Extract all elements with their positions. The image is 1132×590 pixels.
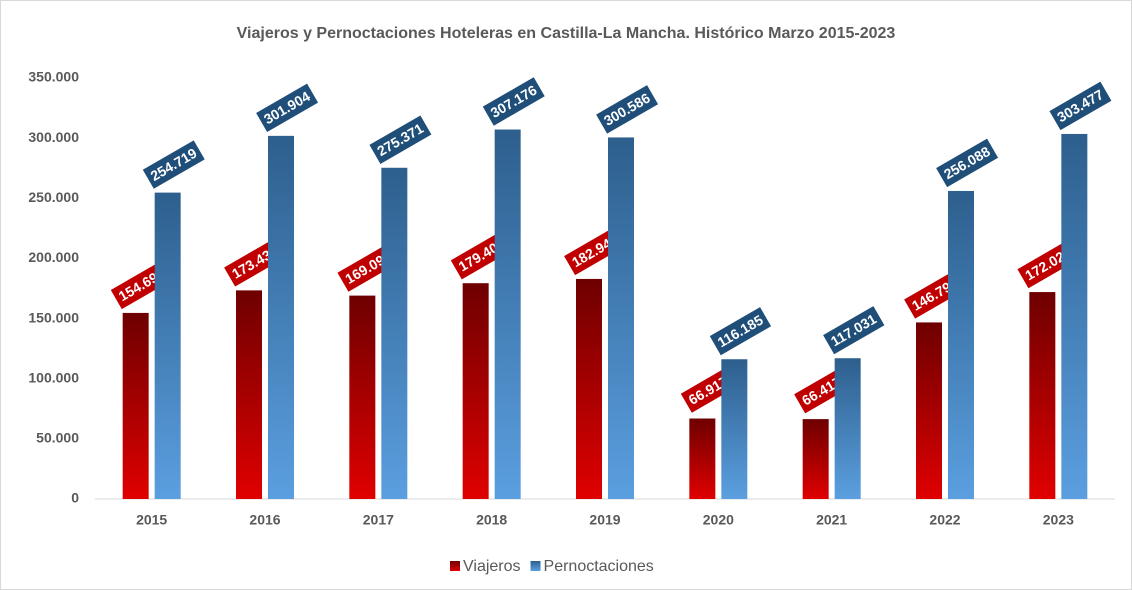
data-label-box: [936, 138, 999, 188]
data-label-box: [596, 85, 659, 134]
y-tick-label: 250.000: [28, 189, 79, 205]
legend-label: Pernoctaciones: [544, 558, 654, 575]
bar: [349, 295, 376, 499]
bar: [802, 419, 829, 499]
x-tick-label: 2022: [929, 512, 960, 528]
data-label-box: [1049, 81, 1112, 131]
bar: [916, 322, 942, 499]
data-label-box: [256, 83, 319, 133]
x-tick-label: 2017: [363, 512, 394, 528]
y-tick-label: 150.000: [28, 309, 79, 325]
x-tick-label: 2021: [816, 512, 847, 528]
x-tick-label: 2019: [589, 512, 620, 528]
bar: [154, 192, 181, 499]
bar: [608, 137, 634, 499]
legend-swatch: [530, 561, 541, 571]
legend-label: Viajeros: [463, 558, 521, 575]
data-label-box: [482, 77, 545, 126]
bar: [948, 190, 974, 500]
bar: [721, 359, 748, 499]
data-label-box: [369, 115, 432, 164]
data-label-box: [709, 307, 772, 356]
bar: [236, 290, 262, 499]
chart-title: Viajeros y Pernoctaciones Hoteleras en C…: [237, 25, 896, 42]
bar: [462, 283, 489, 499]
bar: [494, 129, 521, 499]
y-tick-label: 0: [71, 490, 79, 506]
x-tick-label: 2015: [136, 512, 167, 528]
bar: [576, 278, 602, 499]
bar: [1029, 292, 1056, 499]
legend-swatch: [450, 561, 460, 571]
y-tick-label: 50.000: [36, 430, 79, 446]
bar: [381, 167, 408, 500]
y-tick-label: 200.000: [28, 249, 79, 265]
data-label-box: [142, 140, 205, 189]
bar: [1061, 133, 1088, 500]
x-tick-label: 2016: [249, 512, 280, 528]
y-tick-label: 350.000: [28, 69, 79, 85]
y-tick-label: 100.000: [28, 369, 79, 385]
x-tick-label: 2020: [703, 512, 734, 528]
data-label-box: [823, 306, 885, 355]
bar: [268, 135, 294, 500]
y-tick-label: 300.000: [28, 129, 79, 145]
x-tick-label: 2018: [476, 512, 507, 528]
bar: [122, 312, 149, 499]
bar: [689, 418, 716, 499]
bar: [834, 358, 861, 499]
x-tick-label: 2023: [1043, 512, 1074, 528]
